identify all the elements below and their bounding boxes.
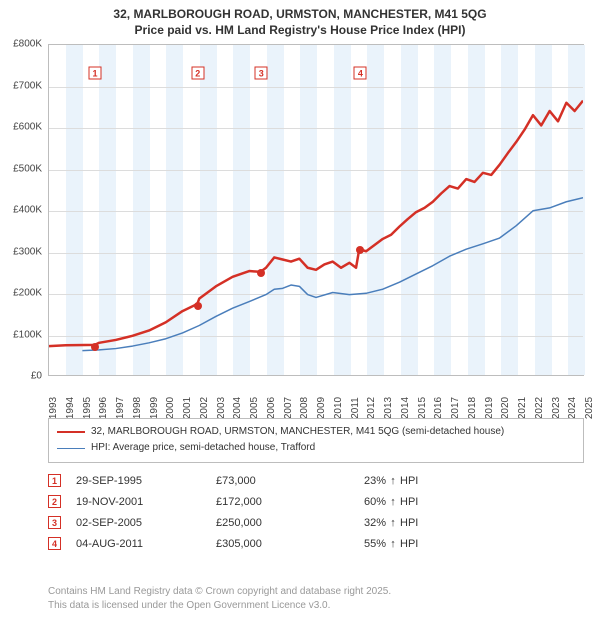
y-tick-label: £100K bbox=[13, 329, 42, 340]
title-line-2: Price paid vs. HM Land Registry's House … bbox=[0, 22, 600, 38]
chart-container: 32, MARLBOROUGH ROAD, URMSTON, MANCHESTE… bbox=[0, 0, 600, 620]
y-tick-label: £500K bbox=[13, 163, 42, 174]
sale-price: £172,000 bbox=[216, 496, 326, 508]
footer-line-2: This data is licensed under the Open Gov… bbox=[48, 599, 584, 613]
x-tick-label: 2006 bbox=[266, 397, 277, 419]
sale-marker-2: 2 bbox=[191, 67, 204, 80]
chart-title: 32, MARLBOROUGH ROAD, URMSTON, MANCHESTE… bbox=[0, 0, 600, 38]
y-tick-label: £700K bbox=[13, 80, 42, 91]
x-tick-label: 2003 bbox=[216, 397, 227, 419]
sale-marker-1: 1 bbox=[89, 67, 102, 80]
sale-pct: 23% bbox=[326, 475, 386, 487]
x-tick-label: 2008 bbox=[299, 397, 310, 419]
x-tick-label: 1993 bbox=[48, 397, 59, 419]
x-tick-label: 2011 bbox=[350, 397, 361, 419]
x-tick-label: 1997 bbox=[115, 397, 126, 419]
legend-label: HPI: Average price, semi-detached house,… bbox=[91, 440, 315, 456]
footer-attribution: Contains HM Land Registry data © Crown c… bbox=[48, 585, 584, 612]
sale-row: 1 29-SEP-1995£73,00023%↑HPI bbox=[48, 470, 584, 491]
legend-swatch bbox=[57, 448, 85, 449]
plot-area: 1 2 3 4 bbox=[48, 44, 584, 376]
sale-date: 04-AUG-2011 bbox=[76, 538, 216, 550]
x-tick-label: 1994 bbox=[65, 397, 76, 419]
x-tick-label: 2022 bbox=[534, 397, 545, 419]
x-tick-label: 2025 bbox=[584, 397, 595, 419]
y-tick-label: £0 bbox=[31, 371, 42, 382]
x-tick-label: 2010 bbox=[333, 397, 344, 419]
sale-row-marker: 1 bbox=[48, 474, 61, 487]
arrow-up-icon: ↑ bbox=[386, 538, 400, 550]
sale-row-marker: 4 bbox=[48, 537, 61, 550]
x-tick-label: 2013 bbox=[383, 397, 394, 419]
arrow-up-icon: ↑ bbox=[386, 517, 400, 529]
x-tick-label: 2018 bbox=[467, 397, 478, 419]
sale-row-marker: 2 bbox=[48, 495, 61, 508]
x-tick-label: 2000 bbox=[165, 397, 176, 419]
price-paid-point bbox=[257, 269, 265, 277]
x-tick-label: 2001 bbox=[182, 397, 193, 419]
sale-marker-4: 4 bbox=[354, 67, 367, 80]
legend-swatch bbox=[57, 431, 85, 433]
x-tick-label: 2023 bbox=[551, 397, 562, 419]
arrow-up-icon: ↑ bbox=[386, 496, 400, 508]
legend-label: 32, MARLBOROUGH ROAD, URMSTON, MANCHESTE… bbox=[91, 424, 504, 440]
y-tick-label: £300K bbox=[13, 246, 42, 257]
x-tick-label: 2004 bbox=[232, 397, 243, 419]
x-tick-label: 2012 bbox=[366, 397, 377, 419]
sale-row-marker: 3 bbox=[48, 516, 61, 529]
y-tick-label: £200K bbox=[13, 288, 42, 299]
x-axis: 1993 1994 1995 1996 1997 1998 1999 2000 2001 2002… bbox=[48, 378, 584, 418]
sale-markers-layer: 1 2 3 4 bbox=[49, 45, 583, 375]
title-line-1: 32, MARLBOROUGH ROAD, URMSTON, MANCHESTE… bbox=[0, 6, 600, 22]
x-tick-label: 2015 bbox=[417, 397, 428, 419]
sale-row: 3 02-SEP-2005£250,00032%↑HPI bbox=[48, 512, 584, 533]
sale-date: 02-SEP-2005 bbox=[76, 517, 216, 529]
sale-date: 19-NOV-2001 bbox=[76, 496, 216, 508]
y-tick-label: £800K bbox=[13, 39, 42, 50]
x-tick-label: 2014 bbox=[400, 397, 411, 419]
x-tick-label: 2005 bbox=[249, 397, 260, 419]
x-tick-label: 1998 bbox=[132, 397, 143, 419]
price-paid-point bbox=[91, 343, 99, 351]
sale-price: £250,000 bbox=[216, 517, 326, 529]
sale-marker-3: 3 bbox=[255, 67, 268, 80]
x-tick-label: 2019 bbox=[484, 397, 495, 419]
x-tick-label: 2024 bbox=[567, 397, 578, 419]
sale-pct: 60% bbox=[326, 496, 386, 508]
y-tick-label: £400K bbox=[13, 205, 42, 216]
legend-row: 32, MARLBOROUGH ROAD, URMSTON, MANCHESTE… bbox=[57, 424, 575, 440]
x-tick-label: 2017 bbox=[450, 397, 461, 419]
x-tick-label: 2007 bbox=[283, 397, 294, 419]
footer-line-1: Contains HM Land Registry data © Crown c… bbox=[48, 585, 584, 599]
x-tick-label: 2009 bbox=[316, 397, 327, 419]
sale-date: 29-SEP-1995 bbox=[76, 475, 216, 487]
x-tick-label: 1996 bbox=[98, 397, 109, 419]
sale-price: £305,000 bbox=[216, 538, 326, 550]
x-tick-label: 2020 bbox=[500, 397, 511, 419]
sale-vs-label: HPI bbox=[400, 538, 440, 550]
legend: 32, MARLBOROUGH ROAD, URMSTON, MANCHESTE… bbox=[48, 418, 584, 463]
sale-vs-label: HPI bbox=[400, 517, 440, 529]
y-tick-label: £600K bbox=[13, 122, 42, 133]
sale-pct: 32% bbox=[326, 517, 386, 529]
x-tick-label: 2016 bbox=[433, 397, 444, 419]
y-axis: £0£100K£200K£300K£400K£500K£600K£700K£80… bbox=[0, 44, 46, 376]
sales-table: 129-SEP-1995£73,00023%↑HPI219-NOV-2001£1… bbox=[48, 470, 584, 554]
sale-price: £73,000 bbox=[216, 475, 326, 487]
price-paid-point bbox=[194, 302, 202, 310]
x-tick-label: 2002 bbox=[199, 397, 210, 419]
x-tick-label: 1999 bbox=[149, 397, 160, 419]
sale-vs-label: HPI bbox=[400, 496, 440, 508]
sale-row: 2 19-NOV-2001£172,00060%↑HPI bbox=[48, 491, 584, 512]
arrow-up-icon: ↑ bbox=[386, 475, 400, 487]
sale-row: 4 04-AUG-2011£305,00055%↑HPI bbox=[48, 533, 584, 554]
sale-vs-label: HPI bbox=[400, 475, 440, 487]
sale-pct: 55% bbox=[326, 538, 386, 550]
price-paid-point bbox=[356, 246, 364, 254]
x-tick-label: 2021 bbox=[517, 397, 528, 419]
legend-row: HPI: Average price, semi-detached house,… bbox=[57, 440, 575, 456]
x-tick-label: 1995 bbox=[82, 397, 93, 419]
